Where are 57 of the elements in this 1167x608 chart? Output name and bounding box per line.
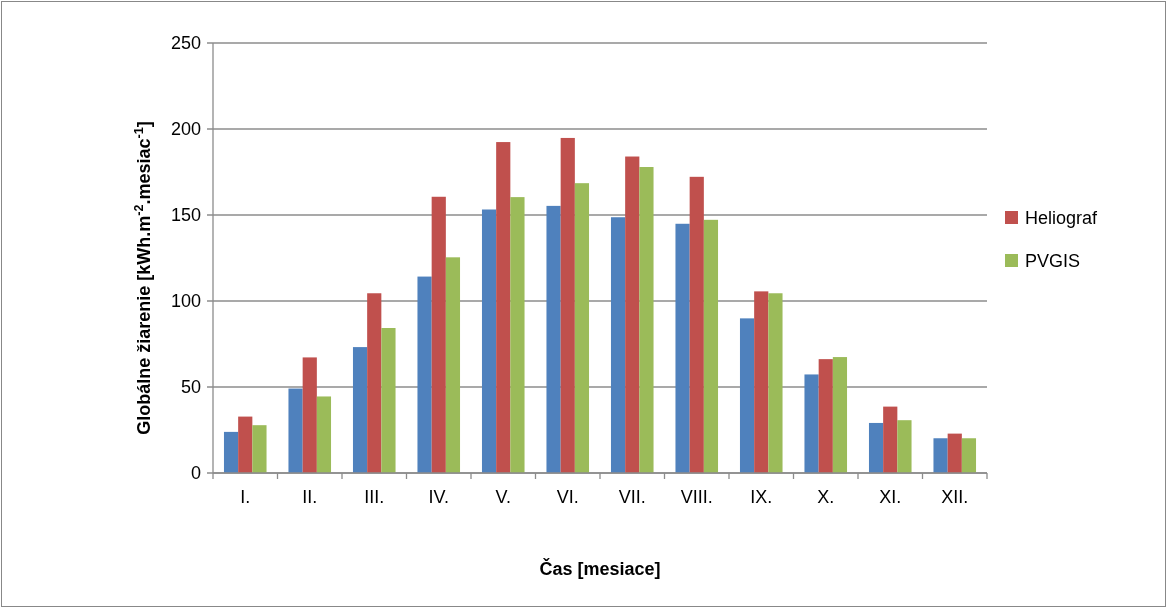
bar: [703, 219, 719, 473]
x-tick-label: I.: [240, 487, 251, 507]
x-tick-label: XI.: [879, 487, 902, 507]
x-tick-label: XII.: [941, 487, 969, 507]
bar: [610, 217, 626, 473]
legend-label: Heliograf: [1025, 208, 1099, 229]
x-tick-label: IX.: [750, 487, 773, 507]
x-tick-label: X.: [817, 487, 835, 507]
y-tick-label: 150: [170, 205, 201, 226]
bar: [252, 425, 267, 473]
bar: [625, 156, 640, 473]
x-tick-label: III.: [364, 487, 385, 507]
x-tick-label: II.: [302, 487, 318, 507]
bar: [883, 406, 898, 473]
y-tick-label: 100: [170, 291, 201, 312]
bar: [510, 197, 525, 473]
bar: [238, 416, 253, 473]
bar: [832, 357, 848, 473]
bar: [818, 359, 833, 473]
bar: [302, 357, 317, 473]
bar: [367, 293, 382, 473]
bar: [560, 137, 575, 473]
bar: [481, 209, 497, 473]
bar: [496, 142, 511, 473]
bar: [754, 291, 769, 473]
bar: [675, 223, 690, 473]
bar: [868, 422, 884, 473]
bar: [417, 276, 432, 473]
bar: [961, 438, 977, 473]
bar: [223, 431, 239, 473]
bar: [316, 396, 332, 473]
bar: [431, 196, 446, 473]
bar: [639, 167, 654, 473]
y-tick-label: 200: [170, 119, 201, 140]
bar: [352, 347, 368, 473]
bar: [381, 328, 396, 473]
bar: [933, 438, 948, 473]
y-tick-label: 250: [170, 33, 201, 54]
bar: [897, 420, 912, 473]
bar: [739, 318, 755, 473]
x-tick-label: V.: [495, 487, 511, 507]
x-tick-label: IV.: [428, 487, 449, 507]
bar: [689, 176, 704, 473]
y-tick-label: 50: [180, 377, 201, 398]
x-tick-label: VII.: [618, 487, 646, 507]
bar: [546, 205, 561, 473]
bar: [947, 433, 962, 473]
y-tick-label: 0: [190, 463, 201, 484]
x-axis-title: Čas [mesiace]: [539, 558, 661, 579]
bar: [768, 293, 783, 473]
bar: [445, 257, 461, 473]
bar: [574, 183, 590, 473]
x-tick-label: VI.: [556, 487, 579, 507]
legend-label: PVGIS: [1025, 251, 1081, 272]
bar: [288, 388, 303, 473]
bar: [804, 374, 819, 473]
x-tick-label: VIII.: [680, 487, 713, 507]
